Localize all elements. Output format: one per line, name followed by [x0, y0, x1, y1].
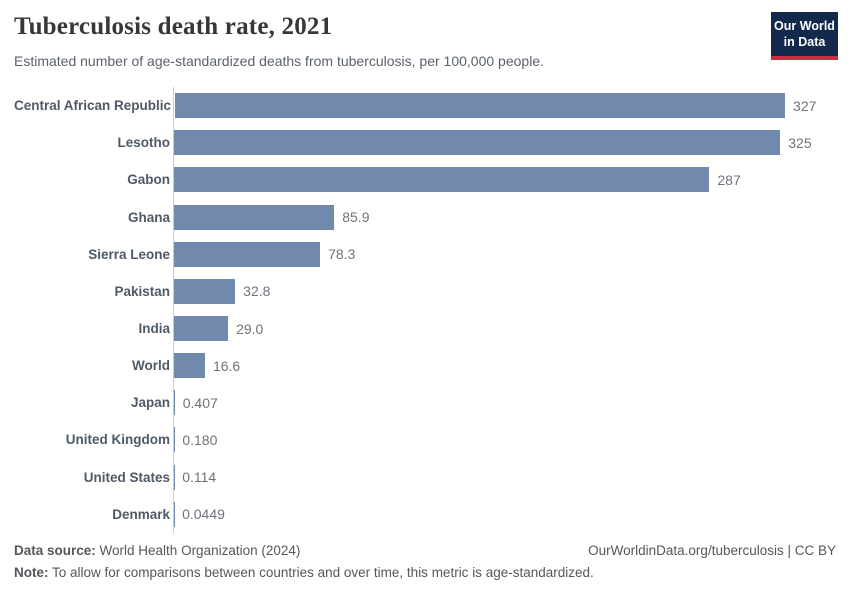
value-label: 78.3 [328, 246, 356, 263]
owid-logo-line1: Our World [774, 19, 835, 33]
value-label: 0.114 [182, 469, 217, 486]
bar [174, 316, 229, 342]
note-text: To allow for comparisons between countri… [48, 565, 594, 580]
chart-row: Lesotho 325 [14, 124, 836, 161]
chart-title: Tuberculosis death rate, 2021 [14, 13, 333, 40]
country-label: Gabon [127, 172, 170, 188]
bar [174, 353, 205, 379]
chart-subtitle: Estimated number of age-standardized dea… [14, 53, 544, 69]
chart-row: Japan 0.407 [14, 384, 836, 421]
chart-row: United Kingdom 0.180 [14, 421, 836, 458]
bar-area: 0.114 [174, 464, 836, 490]
value-label: 0.407 [182, 394, 218, 411]
value-label: 16.6 [212, 357, 241, 374]
bar-area: 327 [175, 93, 836, 119]
bar [174, 167, 710, 193]
value-label: 32.8 [243, 283, 271, 300]
bar-area: 287 [174, 167, 836, 193]
country-label: Central African Republic [14, 98, 172, 114]
chart-row: Sierra Leone 78.3 [14, 236, 836, 273]
country-label: United States [83, 469, 170, 485]
bar-area: 85.9 [174, 204, 836, 230]
country-label: United Kingdom [65, 432, 170, 448]
bar-area: 0.180 [174, 427, 836, 453]
value-label: 327 [793, 97, 817, 114]
country-label: Pakistan [114, 283, 170, 299]
country-label: India [138, 321, 170, 337]
chart-row: Central African Republic 327 [14, 87, 836, 124]
data-source-text: World Health Organization (2024) [95, 543, 301, 558]
bar [174, 204, 335, 230]
country-label: Lesotho [117, 135, 171, 151]
chart-row: Ghana 85.9 [14, 198, 836, 235]
country-label: Denmark [112, 506, 170, 522]
chart-row: Denmark 0.0449 [14, 496, 836, 533]
bar-area: 29.0 [174, 316, 836, 342]
owid-logo: Our World in Data [771, 12, 838, 60]
footer-note-row: Note: To allow for comparisons between c… [14, 562, 836, 584]
bar-area: 78.3 [174, 241, 836, 267]
y-axis-line [173, 87, 174, 533]
country-label: Ghana [127, 209, 170, 225]
owid-logo-line2: in Data [783, 35, 826, 50]
bar-area: 16.6 [174, 353, 836, 379]
bar [174, 390, 175, 416]
chart-row: World 16.6 [14, 347, 836, 384]
chart-row: United States 0.114 [14, 459, 836, 496]
bar [175, 93, 786, 119]
bar-area: 0.0449 [174, 501, 836, 527]
value-label: 0.0449 [182, 506, 225, 523]
footer: Data source: World Health Organization (… [14, 540, 836, 584]
bar-area: 32.8 [174, 278, 836, 304]
bar-area: 325 [174, 130, 836, 156]
bar-chart: Central African Republic 327 Lesotho 325 Gab… [14, 87, 836, 533]
bar-area: 0.407 [174, 390, 836, 416]
value-label: 85.9 [342, 209, 370, 226]
chart-rows: Central African Republic 327 Lesotho 325 Gab… [14, 87, 836, 533]
data-source-label: Data source: [14, 543, 96, 558]
chart-row: Gabon 287 [14, 161, 836, 198]
bar [174, 130, 781, 156]
value-label: 0.180 [182, 431, 218, 448]
country-label: Sierra Leone [88, 246, 170, 262]
value-label: 29.0 [236, 320, 264, 337]
owid-link[interactable]: OurWorldinData.org/tuberculosis | CC BY [588, 543, 836, 558]
bar [174, 278, 236, 304]
country-label: World [132, 358, 170, 374]
footer-source-row: Data source: World Health Organization (… [14, 540, 836, 562]
value-label: 287 [717, 171, 741, 188]
note-label: Note: [14, 565, 49, 580]
chart-row: Pakistan 32.8 [14, 273, 836, 310]
country-label: Japan [130, 395, 170, 411]
bar [174, 241, 321, 267]
chart-row: India 29.0 [14, 310, 836, 347]
value-label: 325 [788, 134, 812, 151]
